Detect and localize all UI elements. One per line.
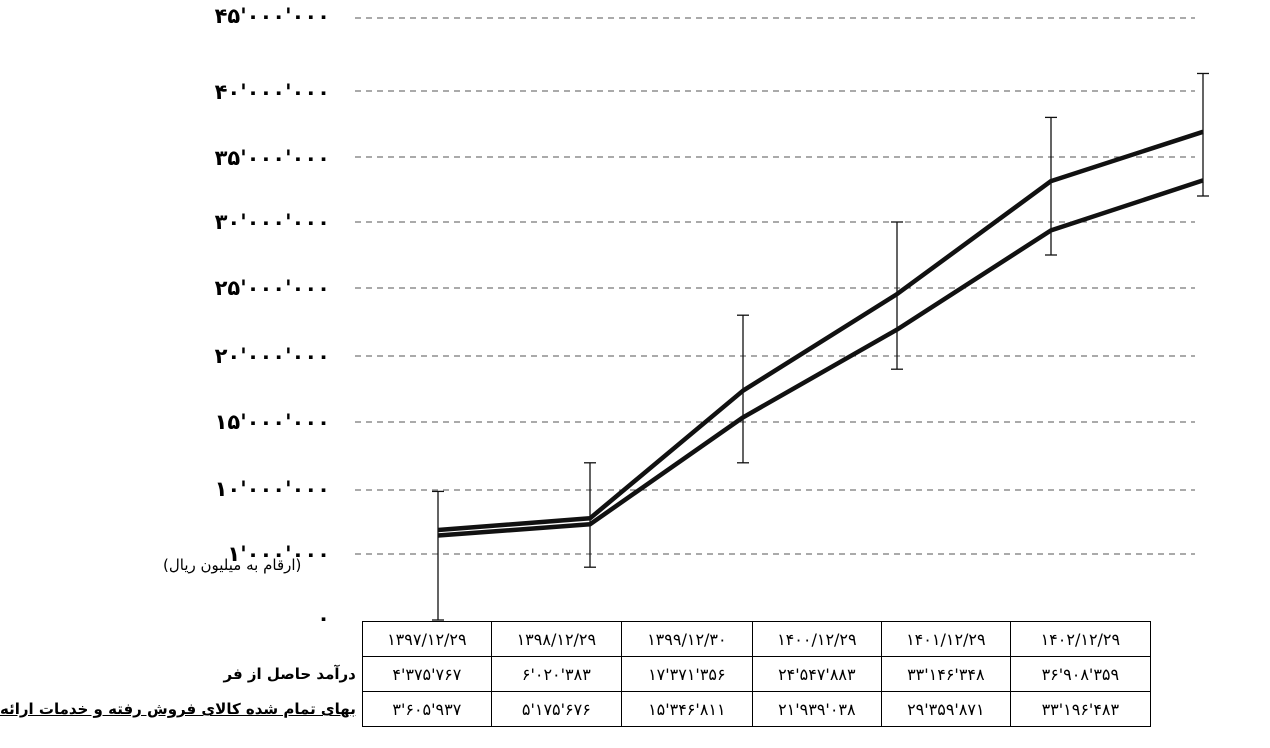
data-label: ۳'۶۰۵'۹۳۷ [361, 691, 492, 727]
y-tick-label: ۱۵'۰۰۰'۰۰۰ [214, 410, 330, 434]
table-corner [0, 622, 362, 657]
y-tick-label: ۴۵'۰۰۰'۰۰۰ [214, 4, 330, 28]
y-tick-label: ۱'۰۰۰'۰۰۰ [227, 542, 330, 566]
y-tick-label: ۳۵'۰۰۰'۰۰۰ [214, 146, 330, 170]
data-label: ۲۴'۵۴۷'۸۸۳ [751, 656, 882, 692]
column-header: ۱۴۰۰/۱۲/۲۹ [751, 621, 882, 657]
y-tick-label: ۰ [317, 606, 330, 630]
column-header: ۱۳۹۷/۱۲/۲۹ [361, 621, 492, 657]
data-label: ۲۹'۳۵۹'۸۷۱ [880, 691, 1011, 727]
data-label: ۳۳'۱۴۶'۳۴۸ [880, 656, 1011, 692]
data-label: ۳۶'۹۰۸'۳۵۹ [1009, 656, 1151, 692]
data-label: ۵'۱۷۵'۶۷۶ [490, 691, 622, 727]
series-line-1 [437, 129, 1204, 533]
data-label: ۲۱'۹۳۹'۰۳۸ [751, 691, 882, 727]
data-table: ۱۳۹۷/۱۲/۲۹ ۱۳۹۸/۱۲/۲۹ ۱۳۹۹/۱۲/۳۰ ۱۴۰۰/۱۲… [0, 621, 1151, 727]
table-row: بهای تمام شده کالای فروش رفته و خدمات ار… [0, 691, 1151, 727]
data-label: ۱۷'۳۷۱'۳۵۶ [620, 656, 753, 692]
column-header: ۱۳۹۸/۱۲/۲۹ [490, 621, 622, 657]
data-label: ۶'۰۲۰'۳۸۳ [490, 656, 622, 692]
series-line-2 [437, 178, 1204, 538]
column-header: ۱۴۰۱/۱۲/۲۹ [880, 621, 1011, 657]
column-header: ۱۴۰۲/۱۲/۲۹ [1009, 621, 1151, 657]
data-label: ۴'۳۷۵'۷۶۷ [361, 656, 492, 692]
y-tick-label: ۴۰'۰۰۰'۰۰۰ [214, 80, 330, 104]
y-tick-label: ۲۰'۰۰۰'۰۰۰ [214, 344, 330, 368]
data-label: ۱۵'۳۴۶'۸۱۱ [620, 691, 753, 727]
y-tick-label: ۲۵'۰۰۰'۰۰۰ [214, 276, 330, 300]
column-header: ۱۳۹۹/۱۲/۳۰ [620, 621, 753, 657]
table-header-row: ۱۳۹۷/۱۲/۲۹ ۱۳۹۸/۱۲/۲۹ ۱۳۹۹/۱۲/۳۰ ۱۴۰۰/۱۲… [0, 621, 1151, 657]
table-row: درآمد حاصل از فر ۴'۳۷۵'۷۶۷ ۶'۰۲۰'۳۸۳ ۱۷'… [0, 656, 1151, 692]
row-label: درآمد حاصل از فر [0, 656, 363, 692]
data-label: ۳۳'۱۹۶'۴۸۳ [1009, 691, 1151, 727]
y-tick-label: ۱۰'۰۰۰'۰۰۰ [214, 477, 330, 501]
unit-note: (ارقام به میلیون ریال) [163, 556, 302, 574]
y-tick-label: ۳۰'۰۰۰'۰۰۰ [214, 210, 330, 234]
row-label: بهای تمام شده کالای فروش رفته و خدمات ار… [0, 691, 363, 727]
